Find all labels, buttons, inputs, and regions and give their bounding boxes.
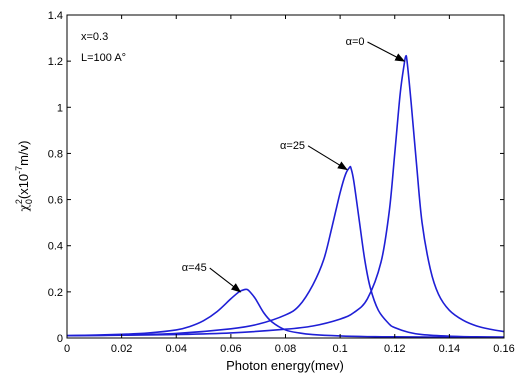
- tick-labels: 0 0.02 0.04 0.06 0.08 0.1 0.12 0.14 0.16 0 0.2 0.4 0…: [48, 10, 515, 355]
- y-tick-label-2: 0.4: [48, 241, 63, 253]
- y-tick-label-5: 1: [57, 102, 63, 114]
- x-tick-label-3: 0.06: [220, 343, 241, 355]
- y-label-exp: -7: [14, 166, 24, 174]
- series-layer: [66, 54, 505, 339]
- x-tick-label-4: 0.08: [275, 343, 296, 355]
- series-line-2: [66, 288, 505, 339]
- tick-marks: [66, 14, 505, 339]
- series-line-0: [66, 54, 505, 337]
- annotations: α=0 α=25 α=45: [182, 36, 406, 293]
- parameter-text: x=0.3 L=100 A°: [81, 31, 126, 64]
- y-label-symbol: χ: [17, 203, 31, 211]
- y-label-post: m/v): [16, 141, 31, 166]
- y-label-sup: 2: [14, 199, 24, 204]
- y-label-sub: 0: [24, 199, 34, 204]
- x-tick-label-1: 0.02: [111, 343, 132, 355]
- y-tick-label-3: 0.6: [48, 195, 63, 207]
- annotation-label-2: α=45: [182, 262, 207, 274]
- x-tick-label-8: 0.16: [493, 343, 514, 355]
- x-axis-label: Photon energy(mev): [226, 358, 344, 373]
- param-x: x=0.3: [81, 31, 108, 43]
- y-tick-label-4: 0.8: [48, 148, 63, 160]
- y-axis-label: χ20(x10-7m/v): [14, 141, 34, 212]
- plot-area: [67, 15, 504, 338]
- annotation-label-1: α=25: [280, 140, 305, 152]
- y-tick-label-6: 1.2: [48, 56, 63, 68]
- x-tick-label-5: 0.1: [332, 343, 347, 355]
- annotation-arrow-1: [307, 145, 348, 171]
- y-tick-label-0: 0: [57, 333, 63, 345]
- param-l: L=100 A°: [81, 52, 126, 64]
- x-tick-label-2: 0.04: [166, 343, 187, 355]
- annotation-arrow-2: [209, 267, 242, 293]
- series-line-1: [66, 165, 505, 338]
- y-label-pre: (x10: [16, 174, 31, 199]
- y-tick-label-7: 1.4: [48, 10, 63, 22]
- annotation-label-0: α=0: [346, 36, 365, 48]
- annotation-arrow-0: [367, 41, 406, 62]
- y-tick-label-1: 0.2: [48, 287, 63, 299]
- x-tick-label-0: 0: [64, 343, 70, 355]
- x-tick-label-7: 0.14: [439, 343, 460, 355]
- x-tick-label-6: 0.12: [384, 343, 405, 355]
